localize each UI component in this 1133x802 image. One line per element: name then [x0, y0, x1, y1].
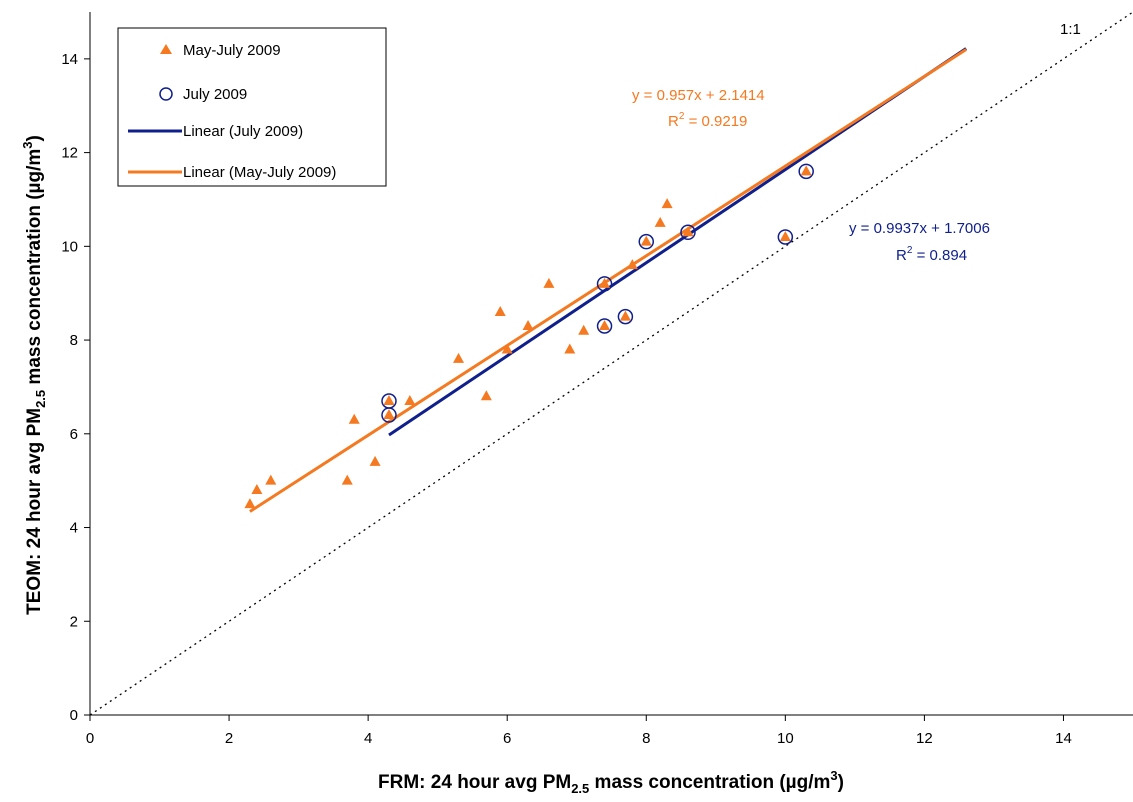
point-may-july [265, 474, 277, 485]
legend-box [117, 27, 387, 187]
orange-equation-annotation: y = 0.957x + 2.1414 R2 = 0.9219 [632, 87, 765, 130]
blue-r2-sup: 2 [907, 245, 913, 256]
point-may-july [640, 235, 652, 246]
legend-circle-marker [159, 87, 173, 101]
blue-r2-label: R [896, 247, 907, 264]
reference-line-label: 1:1 [1060, 21, 1081, 38]
point-may-july [800, 165, 812, 176]
point-july [798, 163, 814, 180]
point-may-july [369, 455, 381, 466]
point-may-july [501, 343, 513, 354]
trendline-may-july [249, 48, 967, 513]
point-may-july [619, 310, 631, 321]
x-tick-label: 4 [364, 730, 372, 747]
orange-equation: y = 0.957x + 2.1414 [632, 87, 765, 104]
y-tick-label: 0 [70, 707, 78, 724]
blue-equation: y = 0.9937x + 1.7006 [849, 220, 990, 237]
point-may-july [682, 226, 694, 237]
trendline-layer [249, 47, 967, 513]
point-july [777, 229, 794, 245]
y-tick-label: 4 [70, 520, 78, 537]
point-july [680, 224, 696, 241]
point-may-july [599, 320, 611, 331]
point-july [617, 308, 634, 325]
point-may-july [578, 324, 590, 335]
point-may-july [599, 277, 611, 288]
y-tick-label: 10 [61, 238, 78, 255]
point-may-july [383, 409, 395, 420]
point-may-july [480, 390, 492, 401]
orange-r2-label: R [668, 113, 679, 130]
point-may-july [348, 413, 360, 424]
point-may-july [654, 216, 666, 227]
point-july [381, 393, 397, 409]
point-may-july [564, 343, 576, 354]
legend-label-linear-july: Linear (July 2009) [183, 123, 303, 140]
point-july [638, 233, 655, 250]
blue-equation-annotation: y = 0.9937x + 1.7006 R2 = 0.894 [849, 220, 990, 264]
point-may-july [494, 305, 506, 316]
axis-ticks: 0 2 4 6 8 10 12 14 0 2 4 6 8 10 12 14 [61, 51, 1071, 747]
point-may-july [244, 498, 256, 509]
x-tick-label: 12 [916, 730, 933, 747]
x-tick-label: 2 [225, 730, 233, 747]
legend-label-may-july: May-July 2009 [183, 42, 281, 59]
point-may-july [404, 394, 416, 405]
point-july [596, 276, 613, 292]
orange-r2-value: = 0.9219 [684, 113, 747, 130]
y-tick-label: 12 [61, 145, 78, 162]
y-tick-label: 6 [70, 426, 78, 443]
points-layer [244, 163, 814, 509]
blue-r2: R2 = 0.894 [896, 245, 967, 264]
y-axis-title: TEOM: 24 hour avg PM2.5 mass concentrati… [20, 135, 48, 615]
x-tick-label: 8 [642, 730, 650, 747]
x-axis-title: FRM: 24 hour avg PM2.5 mass concentratio… [378, 768, 844, 796]
x-tick-label: 10 [777, 730, 794, 747]
point-may-july [453, 352, 465, 363]
x-tick-label: 14 [1055, 730, 1072, 747]
x-tick-label: 0 [86, 730, 94, 747]
orange-r2: R2 = 0.9219 [668, 111, 747, 130]
point-may-july [383, 394, 395, 405]
point-may-july [626, 259, 638, 270]
y-tick-label: 8 [70, 332, 78, 349]
orange-r2-sup: 2 [679, 111, 685, 122]
legend-label-july: July 2009 [183, 86, 247, 103]
y-tick-label: 14 [61, 51, 78, 68]
legend: May-July 2009 July 2009 Linear (July 200… [117, 27, 387, 187]
point-may-july [779, 230, 791, 241]
legend-label-linear-may-july: Linear (May-July 2009) [183, 164, 336, 181]
point-may-july [543, 277, 555, 288]
x-tick-label: 6 [503, 730, 511, 747]
point-may-july [522, 320, 534, 331]
point-july [596, 318, 613, 334]
legend-triangle-marker [160, 44, 172, 54]
y-tick-label: 2 [70, 613, 78, 630]
plot-area [89, 12, 1133, 716]
point-may-july [251, 484, 263, 495]
blue-r2-value: = 0.894 [912, 247, 967, 264]
point-may-july [661, 198, 673, 209]
point-may-july [341, 474, 353, 485]
